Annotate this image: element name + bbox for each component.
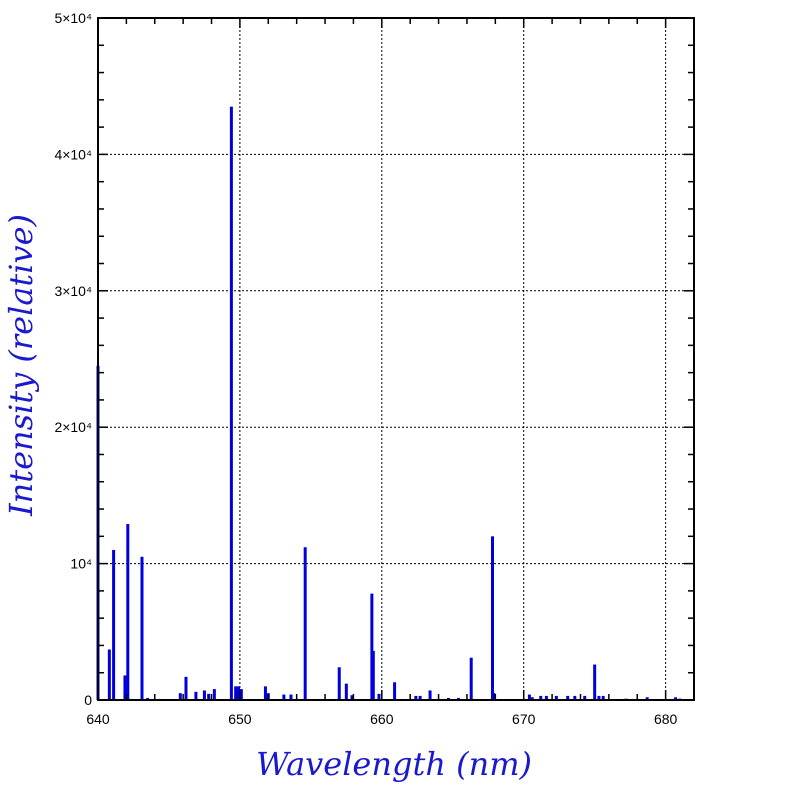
y-tick-label: 5×10⁴ xyxy=(54,10,92,26)
spectral-line-bar xyxy=(194,691,198,700)
spectral-line-bar xyxy=(539,695,543,700)
y-tick-label: 2×10⁴ xyxy=(54,419,92,435)
spectral-line-bar xyxy=(544,695,548,700)
spectral-line-bar xyxy=(107,649,111,700)
spectral-line-bar xyxy=(527,694,531,700)
spectral-line-bar xyxy=(123,675,127,700)
spectral-line-bar xyxy=(414,695,418,700)
spectral-line-bar xyxy=(263,686,267,700)
spectral-line-bar xyxy=(393,682,397,700)
spectral-line-bar xyxy=(289,694,293,700)
x-tick-label: 650 xyxy=(228,711,252,727)
x-tick-label: 680 xyxy=(654,711,678,727)
spectral-line-bar xyxy=(469,657,473,700)
spectral-line-bar xyxy=(456,697,460,700)
spectral-line-bar xyxy=(178,693,182,700)
spectral-line-bar xyxy=(112,549,116,700)
y-axis-title: Intensity (relative) xyxy=(2,214,40,517)
spectral-line-bar xyxy=(597,695,601,700)
y-tick-label: 4×10⁴ xyxy=(54,146,92,162)
y-tick-labels: 0 10⁴ 2×10⁴ 3×10⁴ 4×10⁴ 5×10⁴ xyxy=(54,10,92,708)
spectral-line-bar xyxy=(371,650,375,700)
spectral-line-bar xyxy=(207,693,211,700)
y-tick-label: 3×10⁴ xyxy=(54,283,92,299)
x-axis-title: Wavelength (nm) xyxy=(256,745,532,783)
spectral-line-bar xyxy=(140,556,144,700)
spectral-line-bar xyxy=(418,695,422,700)
spectral-line-bar xyxy=(202,690,206,700)
spectral-line-bar xyxy=(146,697,150,700)
spectral-line-bar xyxy=(229,106,233,700)
spectral-line-bar xyxy=(593,664,597,700)
gridlines xyxy=(98,18,694,700)
spectral-line-bar xyxy=(303,547,307,700)
plot-frame xyxy=(97,17,695,701)
spectral-line-bar xyxy=(566,695,570,700)
spectral-line-bar xyxy=(212,689,216,700)
spectral-line-bar xyxy=(350,695,354,700)
spectral-line-bar xyxy=(377,693,381,700)
y-tick-label: 0 xyxy=(84,692,92,708)
spectral-line-bar xyxy=(492,693,496,700)
spectral-line-bar xyxy=(573,695,577,700)
spectral-line-bar xyxy=(601,695,605,700)
spectral-line-bar xyxy=(239,689,243,700)
x-tick-labels: 640 650 660 670 680 xyxy=(86,711,677,727)
spectral-line-bar xyxy=(282,694,286,700)
spectral-line-bar xyxy=(554,695,558,700)
spectral-line-bar xyxy=(234,686,238,700)
spectral-line-bar xyxy=(674,697,678,700)
x-tick-label: 640 xyxy=(86,711,110,727)
x-tick-label: 670 xyxy=(512,711,536,727)
spectral-line-bar xyxy=(337,667,341,700)
spectral-line-bar xyxy=(490,536,494,700)
spectral-line-bar xyxy=(236,686,240,700)
spectral-line-bar xyxy=(370,593,374,700)
spectral-line-bar xyxy=(530,697,534,700)
x-tick-label: 660 xyxy=(370,711,394,727)
spectral-line-bar xyxy=(583,695,587,700)
spectral-line-bar xyxy=(344,683,348,700)
spectral-line-bar xyxy=(447,697,451,700)
spectral-line-bar xyxy=(428,690,432,700)
spectral-line-bar xyxy=(126,524,130,700)
spectral-line-bar xyxy=(184,676,188,700)
y-tick-label: 10⁴ xyxy=(70,556,92,572)
spectral-line-bar xyxy=(645,697,649,700)
